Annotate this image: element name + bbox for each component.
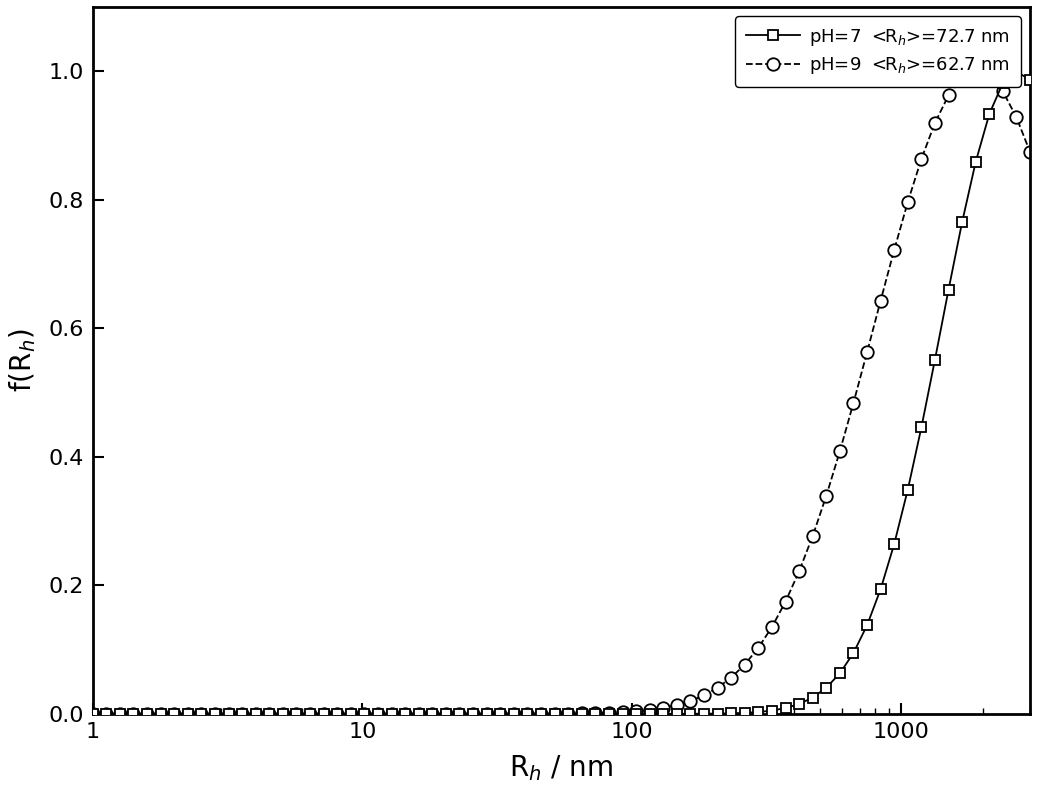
pH=7  <R$_{h}$>=72.7 nm [888, 540, 900, 549]
pH=7  <R$_{h}$>=72.7 nm [1024, 76, 1036, 85]
pH=9  <R$_{h}$>=62.7 nm [304, 709, 316, 719]
pH=9  <R$_{h}$>=62.7 nm [602, 708, 615, 717]
pH=7  <R$_{h}$>=72.7 nm [304, 709, 316, 719]
pH=7  <R$_{h}$>=72.7 nm [86, 709, 99, 719]
pH=7  <R$_{h}$>=72.7 nm [208, 709, 221, 719]
pH=7  <R$_{h}$>=72.7 nm [371, 709, 384, 719]
pH=9  <R$_{h}$>=62.7 nm [86, 709, 99, 719]
Line: pH=7  <R$_{h}$>=72.7 nm: pH=7 <R$_{h}$>=72.7 nm [88, 66, 1035, 719]
pH=9  <R$_{h}$>=62.7 nm [888, 245, 900, 254]
Y-axis label: f(R$_{h}$): f(R$_{h}$) [7, 329, 37, 392]
pH=7  <R$_{h}$>=72.7 nm [1010, 66, 1022, 76]
Line: pH=9  <R$_{h}$>=62.7 nm: pH=9 <R$_{h}$>=62.7 nm [86, 65, 1036, 720]
pH=9  <R$_{h}$>=62.7 nm [208, 709, 221, 719]
X-axis label: R$_{h}$ / nm: R$_{h}$ / nm [509, 753, 613, 783]
Legend: pH=7  <R$_{h}$>=72.7 nm, pH=9  <R$_{h}$>=62.7 nm: pH=7 <R$_{h}$>=72.7 nm, pH=9 <R$_{h}$>=6… [735, 16, 1021, 87]
pH=9  <R$_{h}$>=62.7 nm [1024, 147, 1036, 156]
pH=7  <R$_{h}$>=72.7 nm [874, 585, 887, 594]
pH=9  <R$_{h}$>=62.7 nm [371, 709, 384, 719]
pH=9  <R$_{h}$>=62.7 nm [970, 66, 982, 76]
pH=9  <R$_{h}$>=62.7 nm [874, 296, 887, 306]
pH=7  <R$_{h}$>=72.7 nm [602, 709, 615, 719]
